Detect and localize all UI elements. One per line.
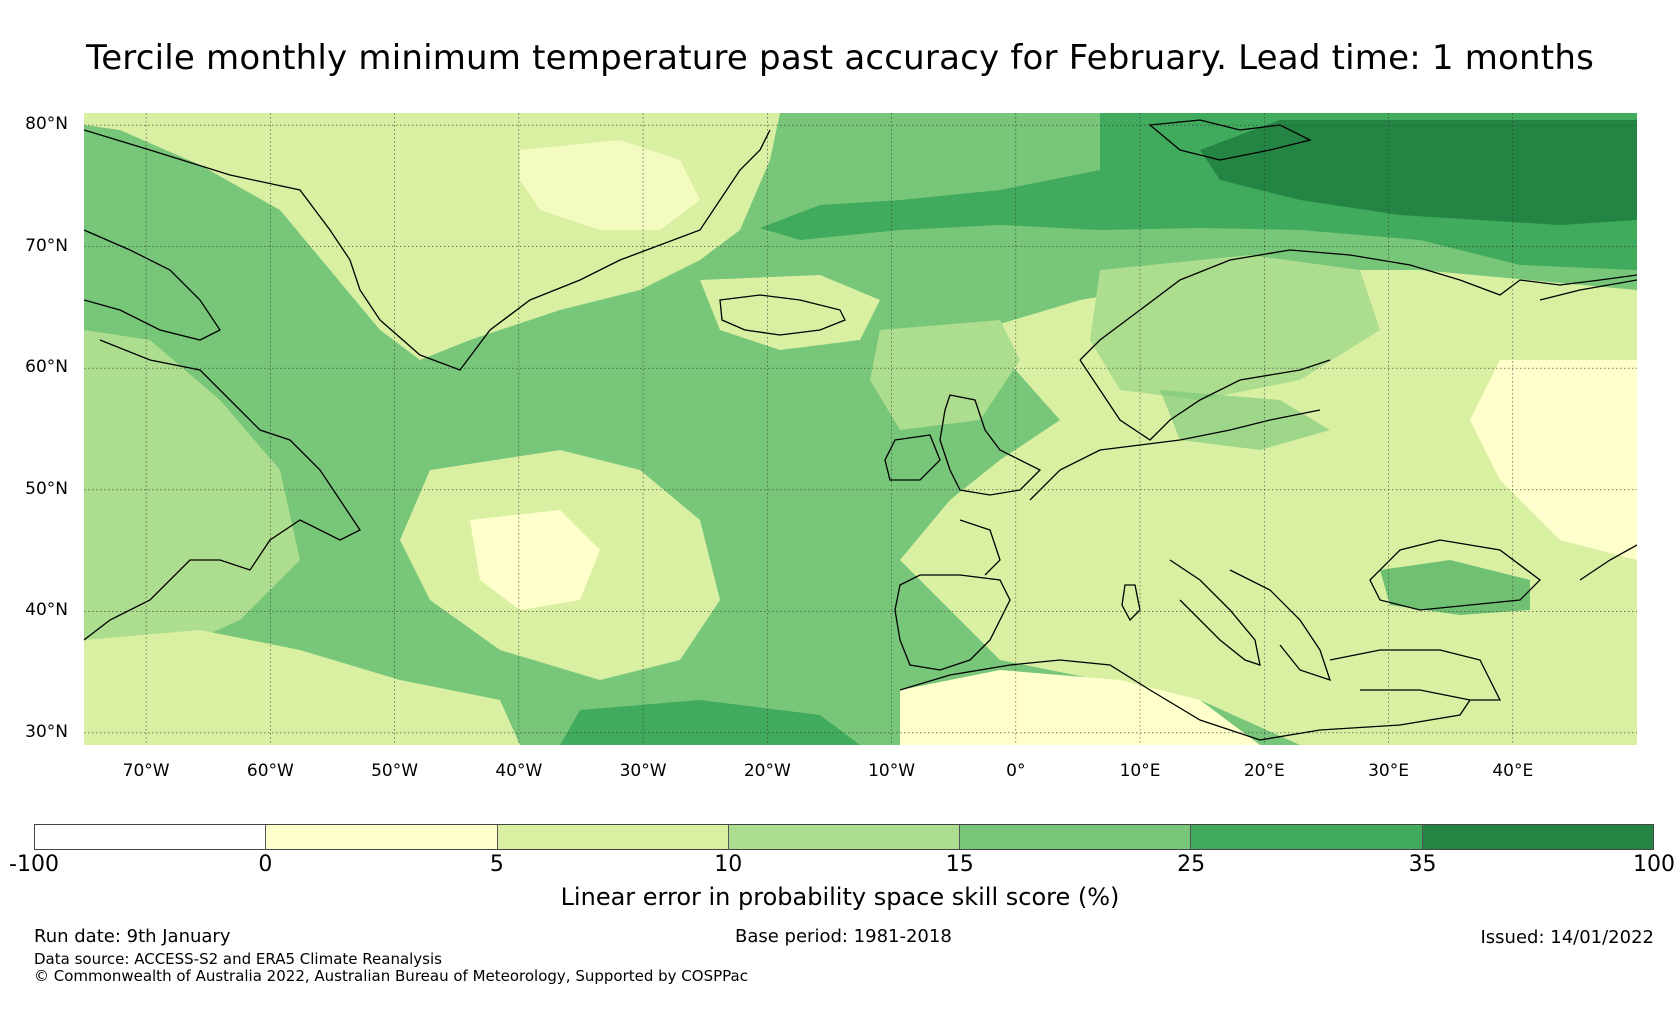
colorbar-segment (497, 825, 729, 849)
colorbar-segment (728, 825, 961, 849)
colorbar (34, 824, 1654, 850)
coast-italy (1169, 559, 1261, 666)
issued-date: Issued: 14/01/2022 (1480, 927, 1654, 948)
coast-north-africa (899, 659, 1471, 741)
region-atlantic-south-high (560, 700, 860, 745)
colorbar-tick-label: 5 (489, 852, 504, 877)
coastlines (84, 119, 1637, 741)
colorbar-tick-label: 100 (1633, 852, 1675, 877)
colorbar-segment (1191, 825, 1423, 849)
lon-label: 40°E (1492, 761, 1534, 781)
colorbar-tick-label: 25 (1177, 852, 1206, 877)
region-east-lowest (1470, 360, 1637, 560)
lon-label: 60°W (246, 761, 294, 781)
coast-scandinavia (1079, 249, 1637, 361)
region-eastern-atlantic-light (870, 320, 1020, 430)
colorbar-tick-label: 15 (945, 852, 974, 877)
region-europe-light (900, 270, 1637, 745)
skill-regions (84, 113, 1637, 745)
coast-iberia (894, 574, 1011, 671)
lon-label: 20°W (743, 761, 791, 781)
chart-title: Tercile monthly minimum temperature past… (86, 38, 1594, 78)
coast-turkey (1329, 649, 1502, 701)
region-west-mid (84, 330, 300, 680)
lon-label: 10°E (1119, 761, 1161, 781)
run-date: Run date: 9th January (34, 926, 231, 947)
region-greenland-lower (520, 140, 700, 230)
region-scandinavia-mid (1090, 255, 1380, 400)
lon-label: 20°E (1243, 761, 1285, 781)
coast-labrador (84, 339, 361, 641)
coast-black-sea (1369, 539, 1541, 611)
lat-label: 40°N (25, 600, 68, 621)
colorbar-tick-label: 0 (258, 852, 273, 877)
colorbar-segment (1422, 825, 1653, 849)
colorbar-tick-label: -100 (9, 852, 59, 877)
lat-label: 70°N (25, 235, 68, 256)
coast-ireland (884, 434, 941, 481)
coast-british-isles (939, 394, 1042, 496)
colorbar-tick-label: 35 (1408, 852, 1437, 877)
lat-label: 80°N (25, 114, 68, 135)
region-iceland-surround (700, 275, 880, 350)
coast-novaya (1539, 279, 1637, 301)
lon-label: 0° (1006, 761, 1026, 781)
colorbar-label: Linear error in probability space skill … (560, 883, 1120, 911)
lon-label: 70°W (122, 761, 170, 781)
colorbar-segment (266, 825, 498, 849)
lat-label: 30°N (25, 721, 68, 742)
lon-label: 30°E (1368, 761, 1409, 781)
coast-europe-north (1029, 409, 1321, 501)
coast-svalbard (1148, 119, 1312, 161)
coast-greenland (84, 129, 771, 371)
region-barents-highest (1200, 120, 1637, 225)
region-atlantic-lowest (470, 510, 600, 610)
lon-label: 40°W (495, 761, 543, 781)
coast-france-west (959, 519, 1001, 576)
lon-label: 10°W (868, 761, 916, 781)
lat-label: 60°N (25, 357, 68, 378)
graticule (84, 113, 1637, 745)
coast-iceland (719, 294, 846, 336)
coast-balkans-greece (1229, 569, 1332, 682)
coast-east (1579, 544, 1637, 581)
region-africa-low (900, 670, 1260, 745)
region-southwest-light (84, 630, 520, 745)
coast-baffin (84, 229, 221, 341)
colorbar-tick-label: 10 (714, 852, 743, 877)
region-blacksea-high (1380, 560, 1530, 615)
coast-sardinia (1121, 584, 1141, 622)
copyright: © Commonwealth of Australia 2022, Austra… (34, 967, 748, 985)
colorbar-segment (960, 825, 1192, 849)
base-period: Base period: 1981-2018 (735, 926, 952, 947)
lat-label: 50°N (25, 478, 68, 499)
coast-sweden-south (1079, 359, 1331, 441)
lon-label: 30°W (619, 761, 667, 781)
lon-label: 50°W (371, 761, 419, 781)
colorbar-segment (35, 825, 267, 849)
data-source: Data source: ACCESS-S2 and ERA5 Climate … (34, 950, 442, 968)
